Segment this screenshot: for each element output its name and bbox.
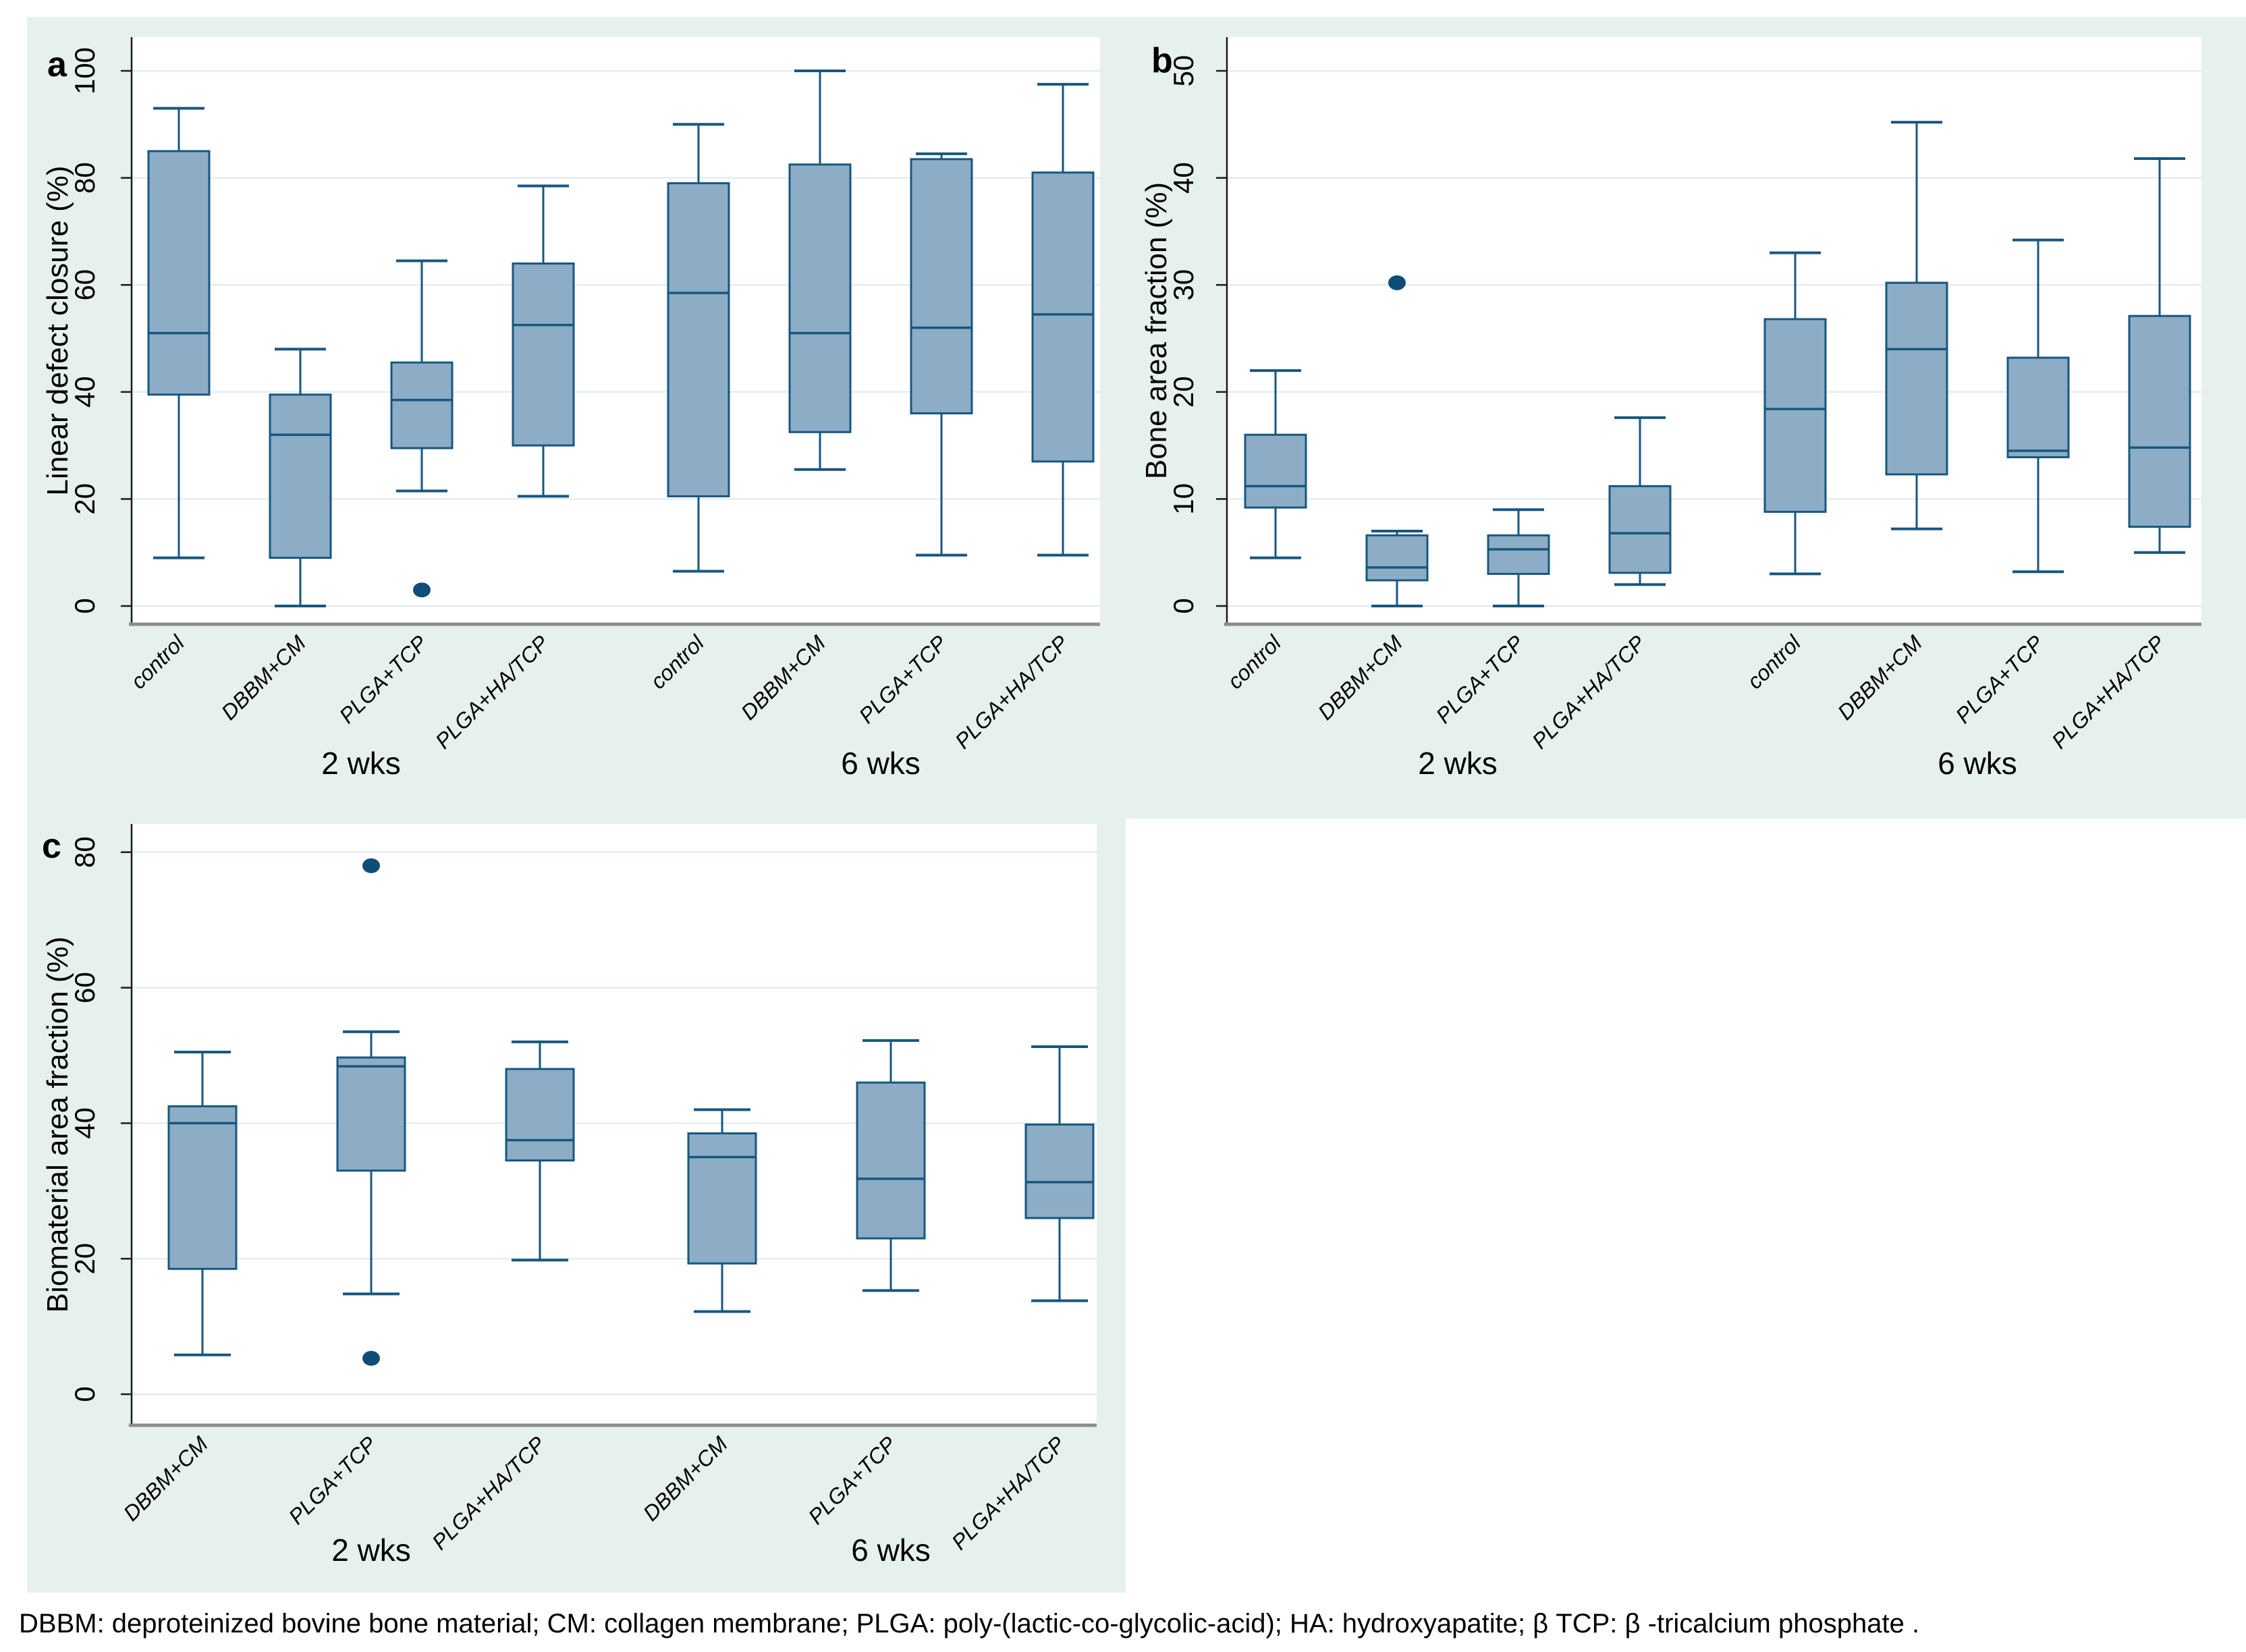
panel-a: 0 20 40 60 80 100 control DBBM+CM PLGA+TCP PLGA+H…	[27, 17, 1134, 819]
outlier-point	[362, 858, 380, 873]
group-label: 2 wks	[331, 1533, 411, 1568]
y-tick-label: 80	[69, 836, 101, 868]
box	[390, 361, 454, 449]
box	[1885, 281, 1948, 476]
panel-c: 0 20 40 60 80 DBBM+CM PLGA+TCP PLGA+HA/TCP DBBM+…	[27, 819, 1126, 1593]
box	[2006, 356, 2070, 459]
group-label: 2 wks	[1418, 746, 1498, 781]
box	[512, 262, 575, 447]
group-label: 2 wks	[321, 746, 401, 781]
panel-letter: b	[1151, 41, 1173, 80]
group-label: 6 wks	[841, 746, 921, 781]
y-tick-label: 10	[1168, 483, 1199, 515]
y-axis-title: Biomaterial area fraction (%)	[41, 937, 74, 1313]
outlier-point	[413, 582, 431, 598]
y-tick-label: 50	[1168, 55, 1199, 87]
y-tick-label: 20	[69, 483, 101, 515]
box	[336, 1056, 406, 1172]
box	[1365, 534, 1429, 582]
box	[1487, 534, 1550, 575]
box	[147, 150, 211, 396]
panel-letter: c	[42, 827, 61, 866]
y-tick-label: 40	[69, 376, 101, 408]
box	[2128, 314, 2191, 528]
box	[856, 1081, 926, 1240]
panel-letter: a	[47, 45, 67, 84]
plot-area	[132, 824, 1097, 1425]
box	[1608, 485, 1672, 574]
panel-b: 0 10 20 30 40 50 control DBBM+CM PLGA+TCP PLGA+HA…	[1134, 17, 2246, 819]
outlier-point	[1388, 275, 1406, 291]
y-tick-label: 0	[69, 1386, 101, 1402]
y-tick-label: 80	[69, 162, 101, 194]
figure-caption: DBBM: deproteinized bovine bone material…	[19, 1609, 1920, 1639]
box	[1024, 1123, 1095, 1219]
y-tick-label: 0	[1168, 598, 1199, 613]
box	[505, 1068, 575, 1162]
y-tick-label: 20	[1168, 376, 1199, 408]
group-label: 6 wks	[851, 1533, 931, 1568]
group-label: 6 wks	[1938, 746, 2017, 781]
y-axis-title: Linear defect closure (%)	[41, 165, 74, 495]
y-tick-label: 60	[69, 972, 101, 1003]
y-tick-label: 30	[1168, 269, 1199, 301]
box	[269, 393, 332, 559]
box	[1031, 171, 1095, 463]
y-tick-label: 20	[69, 1243, 101, 1275]
y-tick-label: 0	[69, 598, 101, 613]
box	[1244, 433, 1307, 509]
y-axis-title: Bone area fraction (%)	[1140, 182, 1173, 479]
box	[167, 1105, 238, 1270]
box	[687, 1132, 757, 1265]
box	[1763, 318, 1827, 513]
y-tick-label: 40	[1168, 162, 1199, 194]
box	[667, 182, 730, 497]
y-tick-label: 100	[69, 47, 101, 94]
y-tick-label: 40	[69, 1107, 101, 1139]
box	[788, 163, 852, 433]
box	[910, 158, 973, 415]
y-tick-label: 60	[69, 269, 101, 301]
outlier-point	[362, 1350, 380, 1366]
